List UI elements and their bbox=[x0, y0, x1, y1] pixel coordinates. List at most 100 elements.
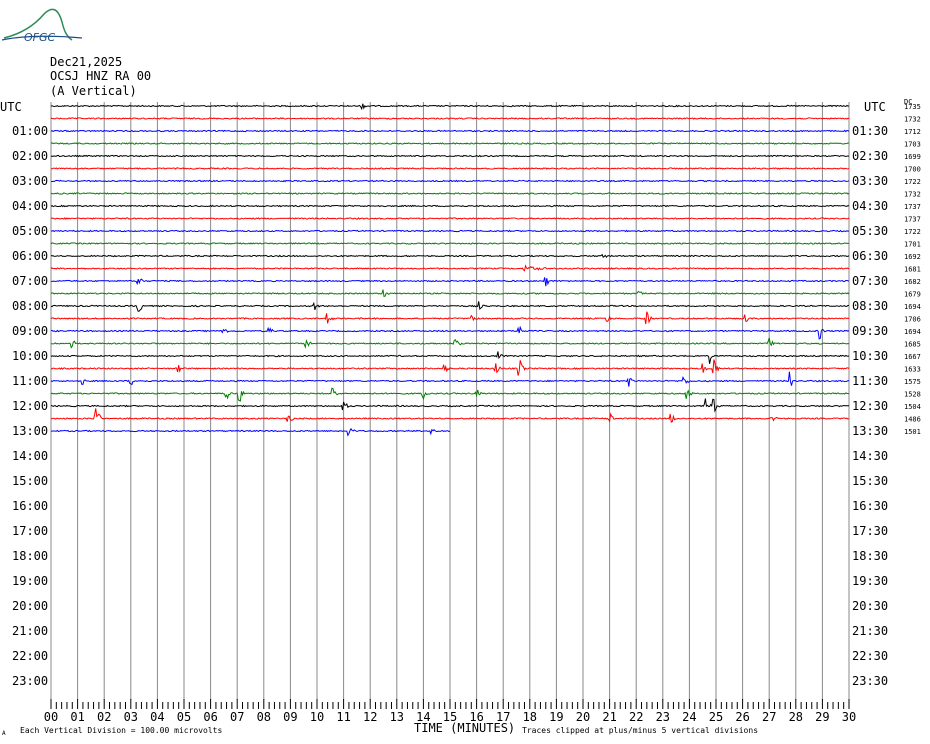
right-label-14: 15:30 bbox=[852, 474, 888, 488]
right-label-18: 19:30 bbox=[852, 574, 888, 588]
left-label-7: 08:00 bbox=[12, 299, 48, 313]
right-label-2: 03:30 bbox=[852, 174, 888, 188]
dc-offset-12: 1692 bbox=[904, 253, 921, 261]
trace-26 bbox=[51, 427, 451, 437]
dc-offset-0: 1735 bbox=[904, 103, 921, 111]
trace-15 bbox=[50, 289, 850, 297]
left-label-19: 20:00 bbox=[12, 599, 48, 613]
trace-1 bbox=[50, 117, 850, 120]
dc-offset-7: 1732 bbox=[904, 191, 921, 199]
x-tick-label-14: 14 bbox=[416, 710, 430, 724]
trace-23 bbox=[50, 387, 850, 402]
trace-4 bbox=[50, 154, 850, 158]
x-tick-label-1: 01 bbox=[70, 710, 84, 724]
right-label-19: 20:30 bbox=[852, 599, 888, 613]
dc-offset-9: 1737 bbox=[904, 216, 921, 224]
x-tick-label-4: 04 bbox=[150, 710, 164, 724]
scale-note: Each Vertical Division = 100.00 microvol… bbox=[20, 726, 222, 735]
dc-offset-17: 1706 bbox=[904, 316, 921, 324]
right-label-17: 18:30 bbox=[852, 549, 888, 563]
trace-5 bbox=[50, 167, 850, 170]
x-axis: 00 01 02 03 04 05 06 07 08 09 10 11 12 13 14 15 16 17 18 19… bbox=[44, 699, 856, 724]
left-label-10: 11:00 bbox=[12, 374, 48, 388]
left-utc-label: UTC bbox=[0, 100, 22, 114]
right-label-21: 22:30 bbox=[852, 649, 888, 663]
left-label-4: 05:00 bbox=[12, 224, 48, 238]
dc-offset-22: 1575 bbox=[904, 378, 921, 386]
left-label-15: 16:00 bbox=[12, 499, 48, 513]
logo-swoosh-icon bbox=[1, 35, 83, 41]
x-tick-label-16: 16 bbox=[469, 710, 483, 724]
right-label-20: 21:30 bbox=[852, 624, 888, 638]
chart-date: Dec21,2025 bbox=[50, 55, 122, 69]
x-tick-label-25: 25 bbox=[709, 710, 723, 724]
x-tick-label-8: 08 bbox=[257, 710, 271, 724]
right-label-9: 10:30 bbox=[852, 349, 888, 363]
dc-offset-19: 1685 bbox=[904, 341, 921, 349]
x-tick-label-5: 05 bbox=[177, 710, 191, 724]
trace-20 bbox=[50, 351, 850, 364]
left-label-6: 07:00 bbox=[12, 274, 48, 288]
dc-offset-21: 1633 bbox=[904, 366, 921, 374]
chart-station: OCSJ HNZ RA 00 bbox=[50, 69, 151, 83]
x-tick-label-7: 07 bbox=[230, 710, 244, 724]
x-tick-label-18: 18 bbox=[523, 710, 537, 724]
x-tick-label-9: 09 bbox=[283, 710, 297, 724]
right-label-0: 01:30 bbox=[852, 124, 888, 138]
right-label-4: 05:30 bbox=[852, 224, 888, 238]
dc-offset-23: 1528 bbox=[904, 391, 921, 399]
right-hour-labels: 01:30 02:30 03:30 04:30 05:30 06:30 07:30 08:30… bbox=[852, 124, 888, 688]
dc-offset-labels: 1735 1732 1712 1703 1699 1700 1722 1732 1737 1737… bbox=[904, 103, 921, 436]
trace-9 bbox=[50, 217, 850, 220]
x-tick-label-24: 24 bbox=[682, 710, 696, 724]
x-tick-label-17: 17 bbox=[496, 710, 510, 724]
trace-6 bbox=[50, 179, 850, 183]
x-tick-label-0: 00 bbox=[44, 710, 58, 724]
x-tick-label-13: 13 bbox=[390, 710, 404, 724]
left-label-16: 17:00 bbox=[12, 524, 48, 538]
x-tick-label-27: 27 bbox=[762, 710, 776, 724]
right-label-5: 06:30 bbox=[852, 249, 888, 263]
logo: OFGC bbox=[1, 8, 83, 44]
left-label-5: 06:00 bbox=[12, 249, 48, 263]
dc-offset-11: 1701 bbox=[904, 241, 921, 249]
right-label-11: 12:30 bbox=[852, 399, 888, 413]
left-label-2: 03:00 bbox=[12, 174, 48, 188]
right-label-3: 04:30 bbox=[852, 199, 888, 213]
right-label-22: 23:30 bbox=[852, 674, 888, 688]
left-label-22: 23:00 bbox=[12, 674, 48, 688]
trace-0 bbox=[50, 103, 850, 111]
x-tick-label-30: 30 bbox=[842, 710, 856, 724]
right-label-10: 11:30 bbox=[852, 374, 888, 388]
trace-2 bbox=[50, 129, 850, 133]
x-tick-label-19: 19 bbox=[549, 710, 563, 724]
left-label-13: 14:00 bbox=[12, 449, 48, 463]
time-grid bbox=[50, 102, 850, 700]
x-tick-label-26: 26 bbox=[735, 710, 749, 724]
seismic-traces bbox=[50, 103, 850, 437]
right-label-13: 14:30 bbox=[852, 449, 888, 463]
left-label-21: 22:00 bbox=[12, 649, 48, 663]
trace-10 bbox=[50, 229, 850, 233]
x-tick-label-11: 11 bbox=[336, 710, 350, 724]
dc-offset-3: 1703 bbox=[904, 141, 921, 149]
dc-offset-16: 1694 bbox=[904, 303, 921, 311]
left-label-20: 21:00 bbox=[12, 624, 48, 638]
trace-11 bbox=[50, 242, 850, 245]
trace-19 bbox=[50, 337, 850, 350]
left-label-17: 18:00 bbox=[12, 549, 48, 563]
left-label-8: 09:00 bbox=[12, 324, 48, 338]
left-hour-labels: 01:00 02:00 03:00 04:00 05:00 06:00 07:00 08:00… bbox=[12, 124, 48, 688]
trace-12 bbox=[50, 253, 850, 259]
left-label-11: 12:00 bbox=[12, 399, 48, 413]
x-tick-label-15: 15 bbox=[443, 710, 457, 724]
x-tick-label-3: 03 bbox=[124, 710, 138, 724]
dc-offset-13: 1681 bbox=[904, 266, 921, 274]
dc-offset-8: 1737 bbox=[904, 203, 921, 211]
x-tick-label-20: 20 bbox=[576, 710, 590, 724]
trace-8 bbox=[50, 204, 850, 208]
dc-offset-18: 1694 bbox=[904, 328, 921, 336]
dc-offset-1: 1732 bbox=[904, 116, 921, 124]
trace-13 bbox=[50, 264, 850, 272]
right-label-1: 02:30 bbox=[852, 149, 888, 163]
